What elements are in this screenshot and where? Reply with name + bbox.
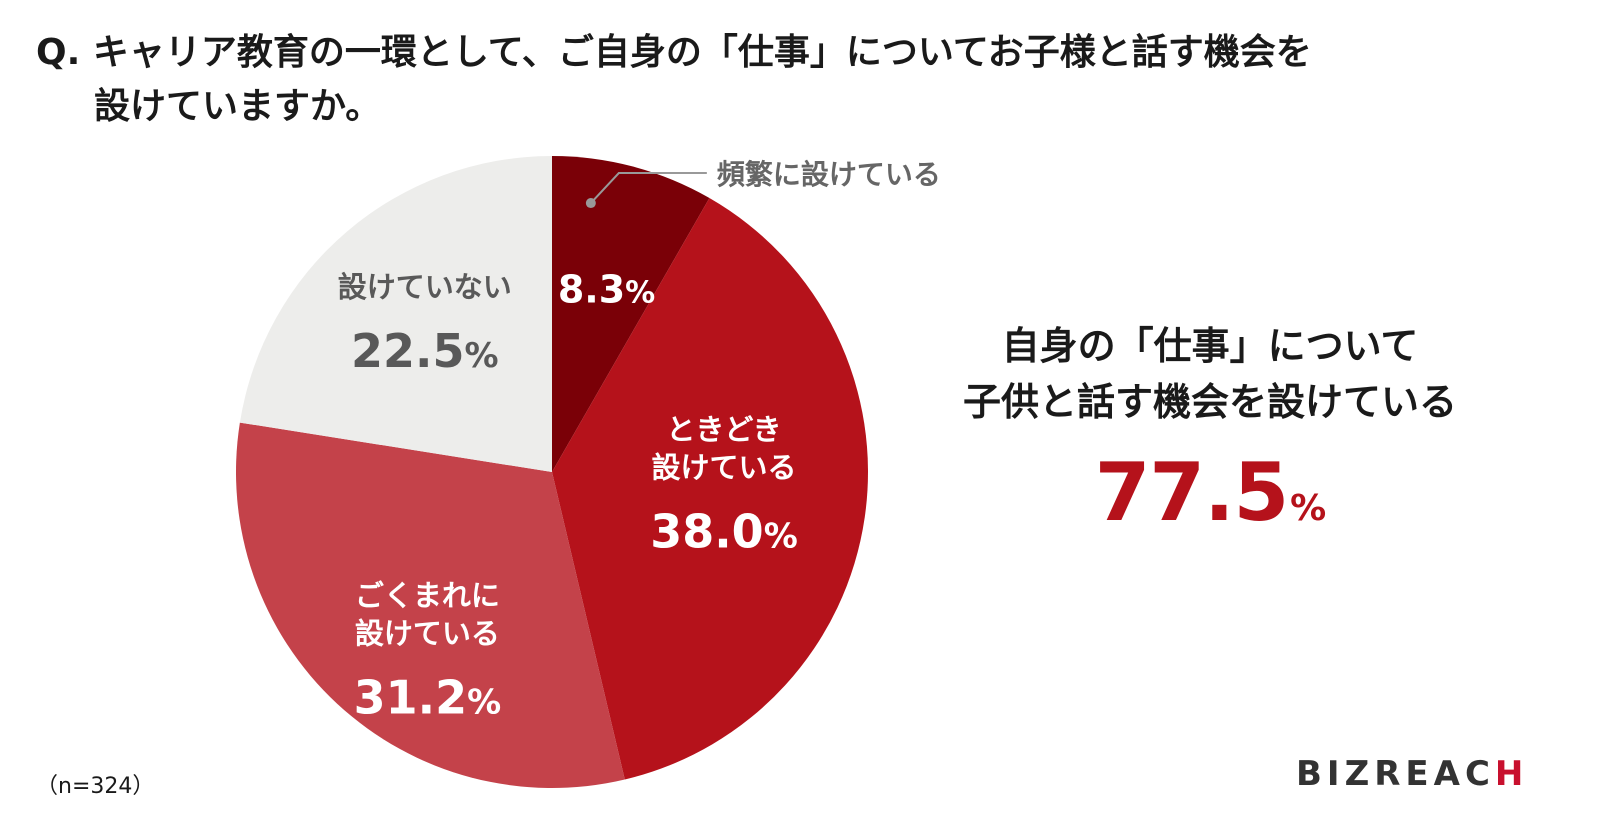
summary-number: 77.5 xyxy=(1094,446,1289,539)
leader-line xyxy=(590,172,707,204)
slice-value-2: 38.0% xyxy=(650,504,798,558)
question-title: Q. キャリア教育の一環として、ご自身の「仕事」についてお子様と話す機会を 設け… xyxy=(36,26,1516,134)
slice-value-4: 22.5% xyxy=(351,324,499,378)
summary-line-2: 子供と話す機会を設けている xyxy=(962,380,1457,424)
slice-label-3-line-1: ごくまれに xyxy=(355,579,500,613)
pie-slice-1 xyxy=(552,156,710,472)
slice-label-3-line-2: 設けている xyxy=(355,617,500,651)
logo-text: BIZREAC xyxy=(1296,754,1495,794)
slice-label-2-line-2: 設けている xyxy=(651,450,796,484)
pie-slice-3 xyxy=(235,422,625,788)
slice-label-1: 頻繁に設けている xyxy=(717,158,941,191)
pie-slice-2 xyxy=(552,198,868,780)
slice-label-2-line-1: ときどき xyxy=(666,412,781,446)
sample-size: （n=324） xyxy=(36,774,155,799)
pie-slice-4 xyxy=(239,156,552,472)
summary-block: 自身の「仕事」について 子供と話す機会を設けている 77.5% xyxy=(930,318,1490,554)
question-line-1: Q. キャリア教育の一環として、ご自身の「仕事」についてお子様と話す機会を xyxy=(36,32,1312,73)
summary-line-1: 自身の「仕事」について xyxy=(1001,324,1419,368)
summary-unit: % xyxy=(1290,488,1326,529)
slice-value-3: 31.2% xyxy=(354,671,502,725)
bizreach-logo: BIZREACH xyxy=(1296,754,1528,794)
logo-accent: H xyxy=(1494,754,1529,794)
question-line-2: 設けていますか。 xyxy=(94,86,382,127)
slice-value-1: 8.3% xyxy=(558,268,655,312)
slice-label-4-line-1: 設けていない xyxy=(338,270,512,304)
summary-value: 77.5% xyxy=(930,448,1490,554)
